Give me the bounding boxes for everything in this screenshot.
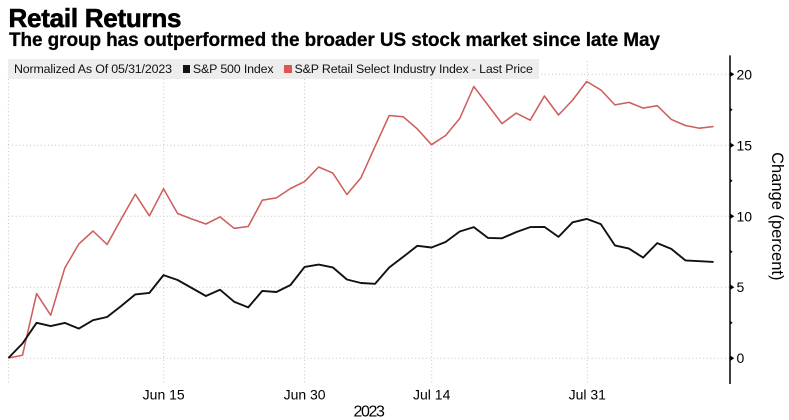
svg-text:Jul 14: Jul 14 [413, 387, 451, 403]
svg-text:0: 0 [737, 350, 745, 366]
svg-text:Jun 15: Jun 15 [143, 387, 185, 403]
svg-text:2023: 2023 [354, 403, 385, 420]
svg-text:15: 15 [737, 137, 753, 153]
svg-text:Change (percent): Change (percent) [768, 152, 786, 280]
svg-text:20: 20 [737, 66, 753, 82]
svg-text:10: 10 [737, 208, 753, 224]
svg-text:Jul 31: Jul 31 [569, 387, 607, 403]
svg-text:Jun 30: Jun 30 [284, 387, 326, 403]
svg-text:5: 5 [737, 279, 745, 295]
